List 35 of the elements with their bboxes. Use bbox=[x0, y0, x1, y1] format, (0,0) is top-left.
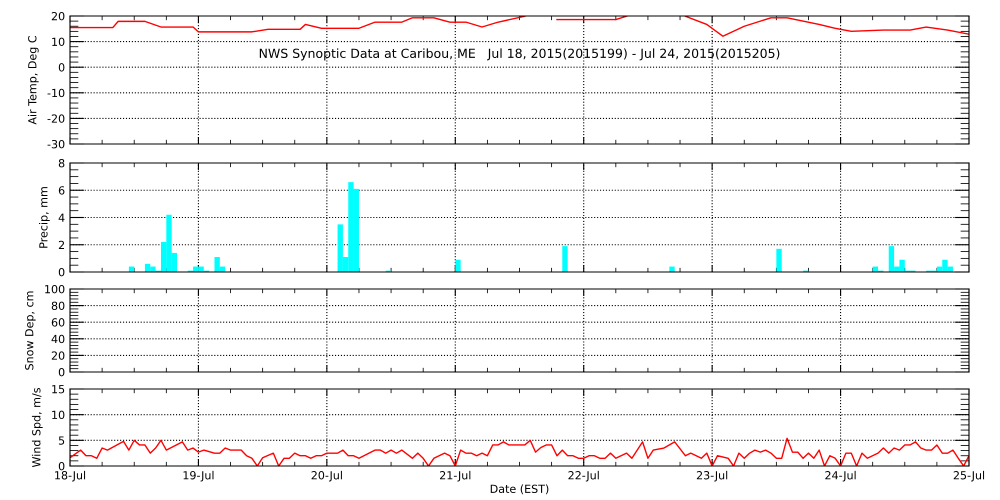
x-tick-label: 18-Jul bbox=[55, 470, 86, 482]
y-tick-label: 0 bbox=[58, 462, 64, 470]
y-tick-label: 10 bbox=[52, 38, 64, 46]
x-tick-label: 23-Jul bbox=[696, 470, 728, 482]
y-axis-title: Wind Spd, m/s bbox=[32, 388, 43, 468]
y-tick-label: 40 bbox=[52, 334, 64, 344]
y-tick-label: 0 bbox=[58, 268, 64, 276]
x-tick-label: 24-Jul bbox=[825, 470, 856, 482]
x-tick-label: 21-Jul bbox=[440, 470, 470, 482]
y-axis-title: Snow Dep, cm bbox=[25, 291, 36, 370]
y-tick-label: 60 bbox=[52, 318, 64, 327]
y-tick-label: 20 bbox=[52, 12, 64, 20]
x-axis-title: Date (EST) bbox=[490, 484, 548, 494]
y-tick-label: 80 bbox=[52, 302, 64, 310]
y-tick-label: 4 bbox=[58, 214, 65, 222]
y-axis-title: Precip, mm bbox=[38, 187, 50, 248]
x-tick-label: 25-Jul bbox=[954, 470, 984, 482]
y-tick-label: 8 bbox=[58, 158, 64, 168]
y-tick-label: -30 bbox=[48, 140, 64, 148]
y-tick-label: 2 bbox=[58, 240, 64, 249]
y-axis-title: Air Temp, Deg C bbox=[28, 36, 39, 125]
x-tick-label: 22-Jul bbox=[568, 470, 599, 482]
x-tick-label: 20-Jul bbox=[312, 470, 342, 482]
y-tick-label: -20 bbox=[48, 114, 64, 123]
text: NWS Synoptic Data at Caribou, ME Jul 18, 2015(2015199) - Jul 24, 2015(2015205) bbox=[260, 48, 780, 60]
y-tick-label: 15 bbox=[52, 385, 64, 394]
x-tick-label: 19-Jul bbox=[184, 470, 214, 482]
y-tick-label: 20 bbox=[52, 351, 64, 360]
y-tick-label: -10 bbox=[48, 88, 64, 98]
y-tick-label: 10 bbox=[52, 410, 64, 420]
y-tick-label: 6 bbox=[58, 186, 64, 195]
y-tick-label: 5 bbox=[58, 436, 64, 445]
y-tick-label: 0 bbox=[58, 368, 64, 376]
y-tick-label: 100 bbox=[45, 284, 64, 294]
y-tick-label: 0 bbox=[58, 63, 64, 72]
